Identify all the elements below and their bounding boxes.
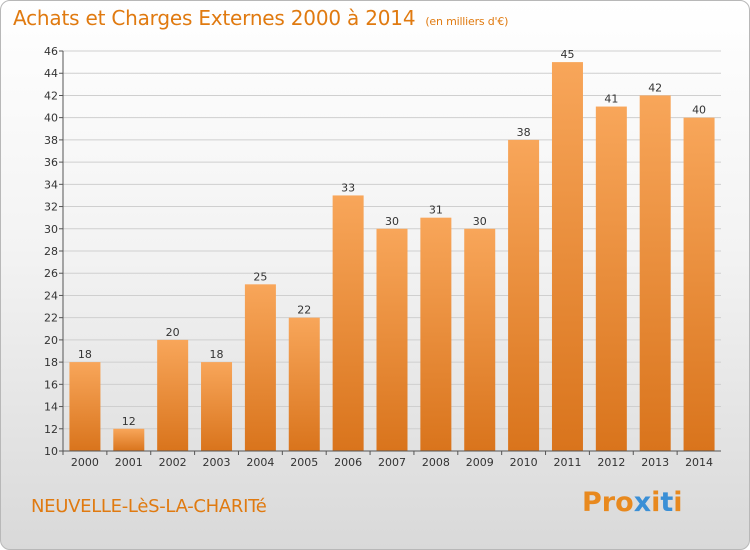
logo-letter: o — [615, 487, 634, 518]
y-tick-label: 12 — [44, 423, 58, 436]
bar-2004[interactable] — [244, 284, 276, 451]
value-label-2008: 31 — [429, 204, 443, 217]
y-tick-label: 34 — [44, 178, 58, 191]
commune-name: NEUVELLE-LèS-LA-CHARITé — [31, 496, 267, 517]
value-label-2011: 45 — [560, 48, 574, 61]
value-label-2002: 20 — [166, 326, 180, 339]
y-tick-label: 38 — [44, 134, 58, 147]
chart-title: Achats et Charges Externes 2000 à 2014 (e… — [13, 6, 508, 30]
y-tick-label: 24 — [44, 289, 58, 302]
y-tick-label: 26 — [44, 267, 58, 280]
bar-2010[interactable] — [508, 139, 540, 451]
x-tick-label-2014: 2014 — [685, 456, 713, 469]
bar-2001[interactable] — [113, 428, 145, 451]
x-tick-label-2013: 2013 — [641, 456, 669, 469]
y-tick-label: 20 — [44, 334, 58, 347]
y-tick-label: 46 — [44, 45, 58, 58]
value-label-2000: 18 — [78, 348, 92, 361]
value-label-2003: 18 — [210, 348, 224, 361]
bar-2013[interactable] — [639, 95, 671, 451]
value-label-2010: 38 — [517, 126, 531, 139]
bar-2000[interactable] — [69, 362, 101, 451]
proxiti-logo[interactable]: Proxiti — [582, 487, 683, 518]
y-tick-label: 40 — [44, 112, 58, 125]
y-tick-label: 30 — [44, 223, 58, 236]
y-tick-label: 22 — [44, 312, 58, 325]
x-tick-label-2004: 2004 — [246, 456, 274, 469]
bar-2014[interactable] — [683, 117, 715, 452]
x-tick-label-2007: 2007 — [378, 456, 406, 469]
bar-2002[interactable] — [157, 339, 189, 451]
logo-letter: t — [660, 487, 674, 518]
value-label-2009: 30 — [473, 215, 487, 228]
bar-2003[interactable] — [201, 362, 233, 451]
y-tick-label: 32 — [44, 201, 58, 214]
y-tick-label: 14 — [44, 401, 58, 414]
y-tick-label: 44 — [44, 67, 58, 80]
logo-letter: i — [673, 487, 683, 518]
value-label-2007: 30 — [385, 215, 399, 228]
bar-2005[interactable] — [288, 317, 320, 451]
y-tick-label: 10 — [44, 445, 58, 458]
logo-letter: r — [601, 487, 616, 518]
x-tick-label-2003: 2003 — [203, 456, 231, 469]
value-label-2013: 42 — [648, 81, 662, 94]
bar-2009[interactable] — [464, 228, 496, 451]
x-tick-label-2010: 2010 — [510, 456, 538, 469]
y-tick-label: 36 — [44, 156, 58, 169]
value-label-2001: 12 — [122, 415, 136, 428]
y-tick-label: 28 — [44, 245, 58, 258]
logo-letter: P — [582, 487, 602, 518]
y-tick-label: 42 — [44, 89, 58, 102]
value-label-2012: 41 — [604, 93, 618, 106]
value-label-2005: 22 — [297, 304, 311, 317]
y-tick-label: 16 — [44, 378, 58, 391]
x-tick-label-2008: 2008 — [422, 456, 450, 469]
bars: 18 12 20 18 25 22 33 30 31 30 38 45 41 42 40 — [69, 48, 715, 452]
logo-letter: i — [651, 487, 661, 518]
x-tick-label-2005: 2005 — [290, 456, 318, 469]
x-tick-label-2012: 2012 — [597, 456, 625, 469]
value-label-2006: 33 — [341, 181, 355, 194]
x-tick-label-2009: 2009 — [466, 456, 494, 469]
chart-subtitle: (en milliers d'€) — [425, 15, 509, 28]
bar-2007[interactable] — [376, 228, 408, 451]
x-tick-label-2000: 2000 — [71, 456, 99, 469]
bar-2012[interactable] — [595, 106, 627, 452]
axes: 10 12 14 16 18 20 22 24 26 28 30 32 34 36 38 40 42 44 46 20… — [44, 45, 721, 469]
logo-letter: x — [633, 487, 652, 518]
x-tick-label-2001: 2001 — [115, 456, 143, 469]
bar-2011[interactable] — [551, 62, 583, 451]
value-label-2014: 40 — [692, 104, 706, 117]
x-tick-label-2002: 2002 — [159, 456, 187, 469]
x-tick-label-2006: 2006 — [334, 456, 362, 469]
value-label-2004: 25 — [253, 270, 267, 283]
y-tick-label: 18 — [44, 356, 58, 369]
x-tick-label-2011: 2011 — [553, 456, 581, 469]
bar-2008[interactable] — [420, 217, 452, 451]
bar-2006[interactable] — [332, 195, 364, 451]
chart-title-text: Achats et Charges Externes 2000 à 2014 — [13, 6, 416, 30]
